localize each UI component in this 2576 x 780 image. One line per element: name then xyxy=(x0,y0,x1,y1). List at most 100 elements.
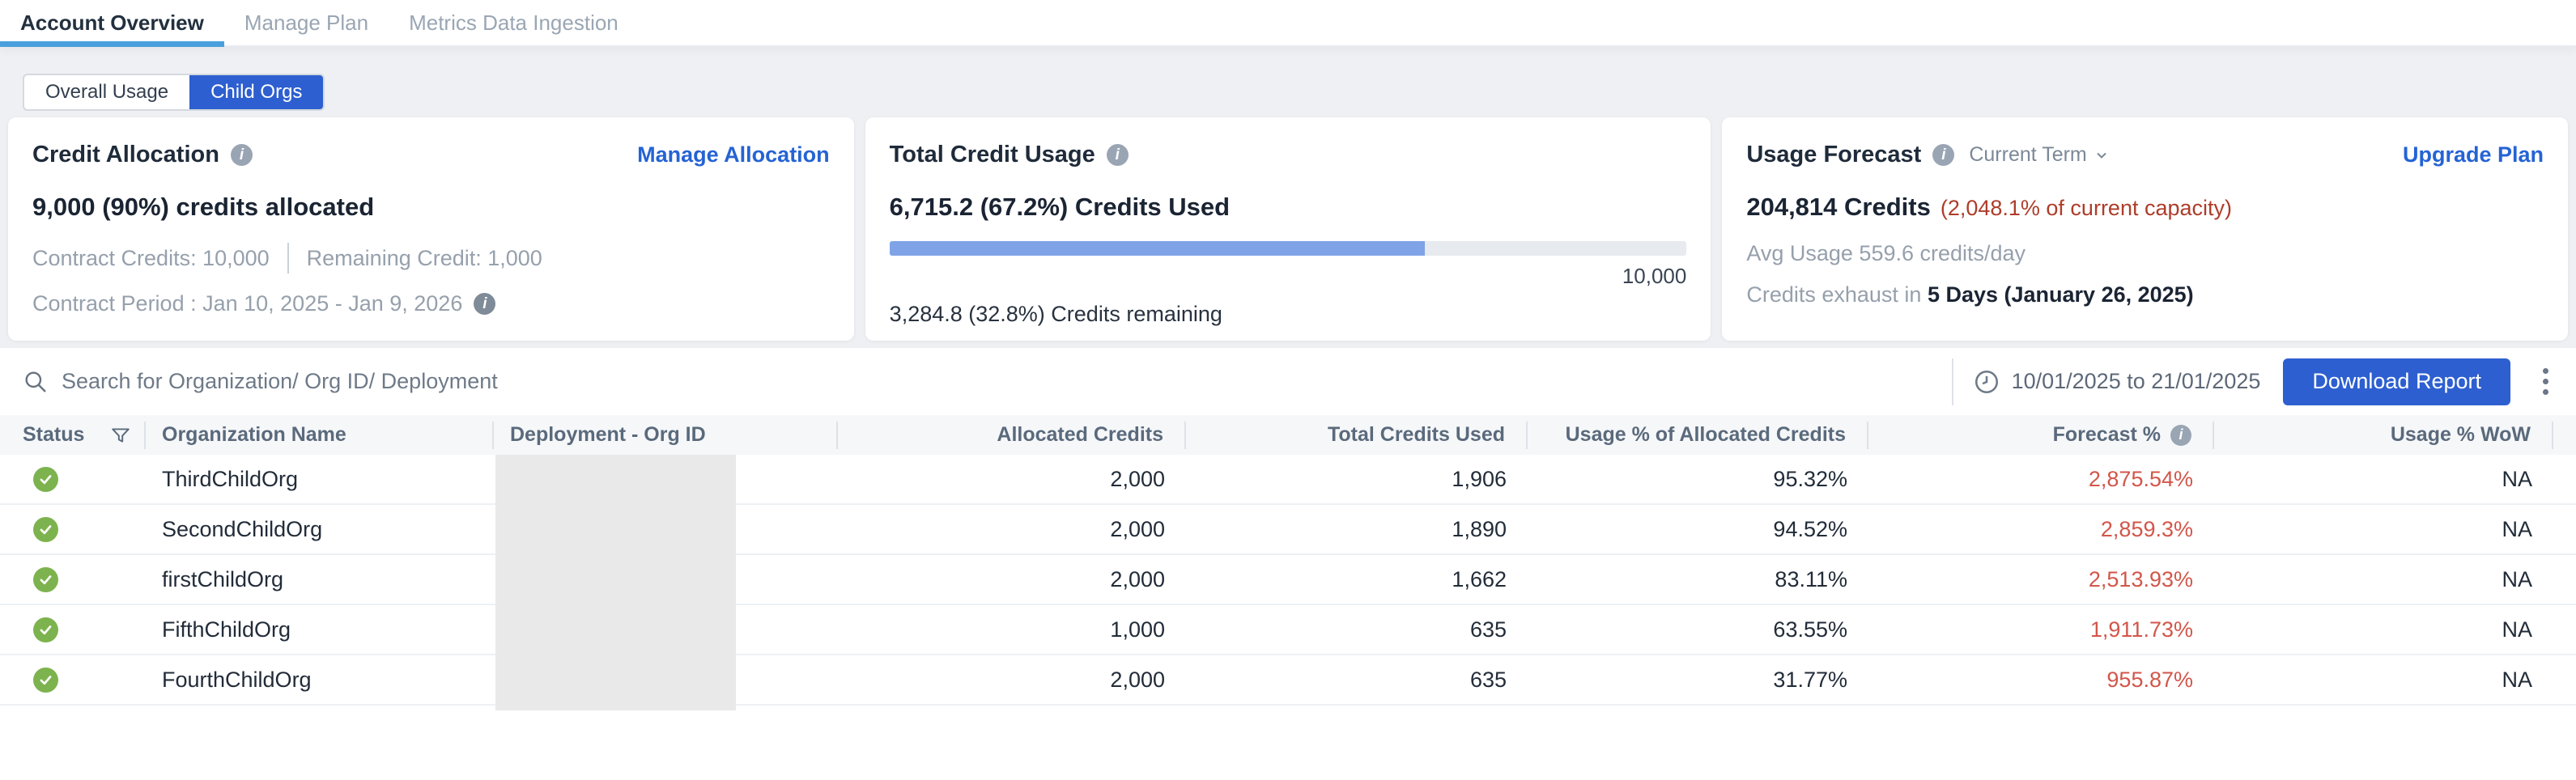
forecast-credits-value: 204,814 Credits xyxy=(1746,193,1930,222)
organization-name: ThirdChildOrg xyxy=(146,467,494,492)
search-icon xyxy=(23,369,49,395)
search-input[interactable] xyxy=(62,369,1195,394)
credit-usage-progress-bar xyxy=(890,241,1687,256)
download-report-button[interactable]: Download Report xyxy=(2283,358,2510,405)
usage-pct: 31.77% xyxy=(1528,668,1868,693)
info-icon[interactable]: i xyxy=(2170,425,2191,446)
check-circle-icon xyxy=(33,517,58,542)
usage-wow: NA xyxy=(2214,517,2553,542)
allocated-credits: 2,000 xyxy=(838,517,1186,542)
redacted-deployment-ids xyxy=(495,455,736,710)
table-header: Status Organization Name Deployment - Or… xyxy=(0,415,2576,455)
credits-used-value: 6,715.2 (67.2%) Credits Used xyxy=(890,193,1687,222)
column-label: Status xyxy=(23,423,84,447)
organization-name: SecondChildOrg xyxy=(146,517,494,542)
column-header-allocated-credits[interactable]: Allocated Credits xyxy=(838,422,1186,449)
toggle-child-orgs[interactable]: Child Orgs xyxy=(189,75,323,109)
forecast-pct: 955.87% xyxy=(1868,668,2214,693)
upgrade-plan-link[interactable]: Upgrade Plan xyxy=(2403,142,2544,167)
tab-label: Metrics Data Ingestion xyxy=(409,11,618,36)
exhaust-date-value: 5 Days (January 26, 2025) xyxy=(1928,282,2194,307)
avg-usage-value: Avg Usage 559.6 credits/day xyxy=(1746,241,2544,266)
remaining-credit-value: Remaining Credit: 1,000 xyxy=(307,246,542,271)
toggle-overall-usage[interactable]: Overall Usage xyxy=(24,75,189,109)
manage-allocation-link[interactable]: Manage Allocation xyxy=(637,142,830,167)
allocated-credits: 2,000 xyxy=(838,467,1186,492)
check-circle-icon xyxy=(33,567,58,592)
info-icon[interactable]: i xyxy=(231,144,253,166)
chevron-down-icon xyxy=(2095,149,2108,162)
tab-label: Manage Plan xyxy=(244,11,368,36)
tab-account-overview[interactable]: Account Overview xyxy=(0,0,224,45)
forecast-pct: 2,859.3% xyxy=(1868,517,2214,542)
usage-view-toggle: Overall Usage Child Orgs xyxy=(23,74,325,111)
allocated-credits: 2,000 xyxy=(838,567,1186,592)
forecast-pct: 2,513.93% xyxy=(1868,567,2214,592)
exhaust-prefix: Credits exhaust in xyxy=(1746,282,1928,307)
divider xyxy=(287,243,289,273)
term-selector-value: Current Term xyxy=(1969,143,2086,167)
organization-name: firstChildOrg xyxy=(146,567,494,592)
card-title: Usage Forecast xyxy=(1746,142,1921,168)
info-icon[interactable]: i xyxy=(1932,144,1954,166)
date-range-value: 10/01/2025 to 21/01/2025 xyxy=(2012,369,2261,394)
search-bar xyxy=(23,369,1952,395)
table-row[interactable]: FourthChildOrg2,00063531.77%955.87%NA xyxy=(0,655,2576,706)
column-header-organization-name[interactable]: Organization Name xyxy=(146,422,494,449)
forecast-pct: 1,911.73% xyxy=(1868,617,2214,642)
info-icon[interactable]: i xyxy=(1107,144,1129,166)
usage-wow: NA xyxy=(2214,617,2553,642)
table-row[interactable]: FifthChildOrg1,00063563.55%1,911.73%NA xyxy=(0,605,2576,655)
forecast-pct: 2,875.54% xyxy=(1868,467,2214,492)
org-usage-section: 10/01/2025 to 21/01/2025 Download Report… xyxy=(0,348,2576,780)
organization-name: FifthChildOrg xyxy=(146,617,494,642)
total-credit-usage-card: Total Credit Usage i 6,715.2 (67.2%) Cre… xyxy=(865,117,1711,341)
credits-allocated-value: 9,000 (90%) credits allocated xyxy=(32,193,830,222)
column-header-usage-pct[interactable]: Usage % of Allocated Credits xyxy=(1528,422,1868,449)
table-row[interactable]: SecondChildOrg2,0001,89094.52%2,859.3%NA xyxy=(0,505,2576,555)
total-credits-used: 1,890 xyxy=(1186,517,1528,542)
table-toolbar: 10/01/2025 to 21/01/2025 Download Report xyxy=(0,348,2576,415)
tab-manage-plan[interactable]: Manage Plan xyxy=(224,0,389,45)
summary-cards: Credit Allocation i Manage Allocation 9,… xyxy=(8,117,2568,341)
usage-wow: NA xyxy=(2214,467,2553,492)
allocated-credits: 1,000 xyxy=(838,617,1186,642)
usage-pct: 83.11% xyxy=(1528,567,1868,592)
status-badge xyxy=(0,668,146,693)
info-icon[interactable]: i xyxy=(474,293,495,315)
credits-exhaust-line: Credits exhaust in 5 Days (January 26, 2… xyxy=(1746,282,2544,307)
capacity-label: 10,000 xyxy=(890,264,1687,289)
filter-icon[interactable] xyxy=(110,425,131,446)
usage-wow: NA xyxy=(2214,567,2553,592)
total-credits-used: 635 xyxy=(1186,617,1528,642)
column-header-forecast-pct[interactable]: Forecast % i xyxy=(1868,422,2214,449)
contract-period-value: Contract Period : Jan 10, 2025 - Jan 9, … xyxy=(32,291,462,316)
credits-remaining-value: 3,284.8 (32.8%) Credits remaining xyxy=(890,302,1687,327)
status-badge xyxy=(0,567,146,592)
check-circle-icon xyxy=(33,668,58,693)
check-circle-icon xyxy=(33,617,58,642)
column-header-deployment-org-id[interactable]: Deployment - Org ID xyxy=(494,422,838,449)
usage-forecast-card: Usage Forecast i Current Term Upgrade Pl… xyxy=(1722,117,2568,341)
organization-name: FourthChildOrg xyxy=(146,668,494,693)
table-row[interactable]: ThirdChildOrg2,0001,90695.32%2,875.54%NA xyxy=(0,455,2576,505)
tab-metrics-data-ingestion[interactable]: Metrics Data Ingestion xyxy=(389,0,639,45)
total-credits-used: 635 xyxy=(1186,668,1528,693)
date-range-picker[interactable]: 10/01/2025 to 21/01/2025 xyxy=(1973,368,2261,396)
allocated-credits: 2,000 xyxy=(838,668,1186,693)
tab-label: Account Overview xyxy=(20,11,204,36)
total-credits-used: 1,662 xyxy=(1186,567,1528,592)
table-row[interactable]: firstChildOrg 2,0001,66283.11%2,513.93%NA xyxy=(0,555,2576,605)
term-selector-dropdown[interactable]: Current Term xyxy=(1969,143,2107,167)
column-header-usage-wow[interactable]: Usage % WoW xyxy=(2214,422,2553,449)
column-header-total-credits-used[interactable]: Total Credits Used xyxy=(1186,422,1528,449)
divider xyxy=(1952,358,1953,405)
status-badge xyxy=(0,467,146,492)
card-title: Total Credit Usage xyxy=(890,142,1095,168)
credit-allocation-card: Credit Allocation i Manage Allocation 9,… xyxy=(8,117,854,341)
forecast-capacity-note: (2,048.1% of current capacity) xyxy=(1941,196,2232,221)
check-circle-icon xyxy=(33,467,58,492)
status-badge xyxy=(0,617,146,642)
more-options-icon[interactable] xyxy=(2538,363,2553,400)
status-badge xyxy=(0,517,146,542)
